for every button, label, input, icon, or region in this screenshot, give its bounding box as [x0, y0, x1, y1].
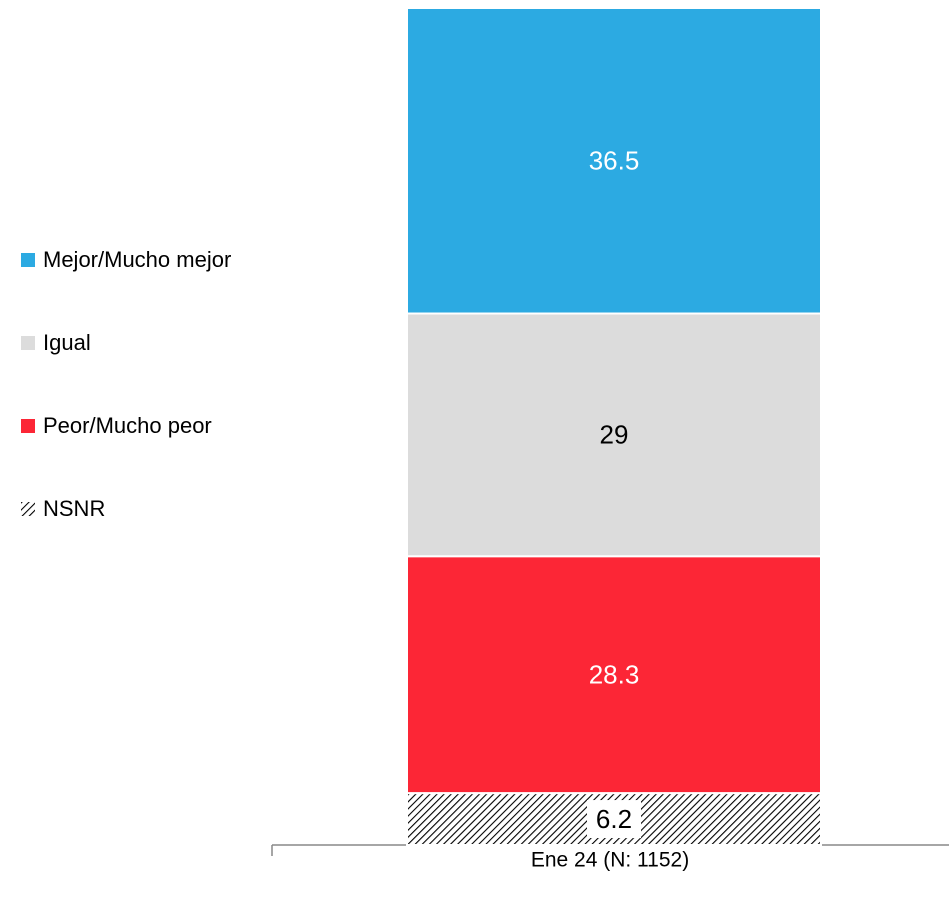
bar-segment	[406, 7, 822, 315]
legend-label: Mejor/Mucho mejor	[43, 247, 231, 272]
legend-label: Igual	[43, 330, 91, 355]
data-label: 29	[600, 420, 629, 450]
legend-label: Peor/Mucho peor	[43, 413, 212, 438]
data-label: 36.5	[589, 146, 640, 176]
data-label: 28.3	[589, 660, 640, 690]
x-tick-label: Ene 24 (N: 1152)	[531, 849, 689, 872]
legend-swatch	[21, 502, 35, 516]
legend-swatch	[21, 419, 35, 433]
data-label-box	[587, 800, 641, 839]
legend-swatch	[21, 253, 35, 267]
legend-label: NSNR	[43, 496, 105, 521]
data-label: 6.2	[596, 804, 632, 834]
legend-swatch	[21, 336, 35, 350]
bar-segment	[406, 555, 822, 795]
